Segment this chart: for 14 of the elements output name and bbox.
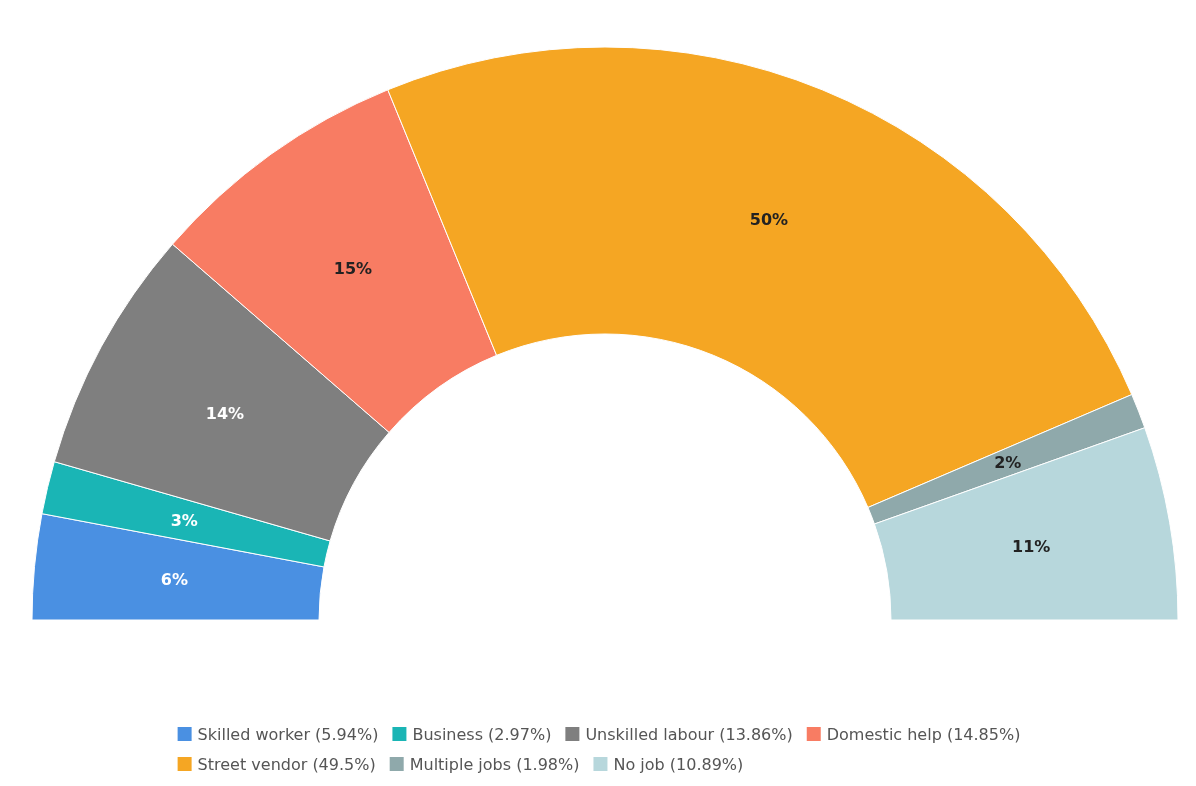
data-label: 11% xyxy=(1012,536,1051,556)
data-label: 15% xyxy=(333,259,373,279)
legend-label: Unskilled labour (13.86%) xyxy=(585,724,793,744)
legend-label: Domestic help (14.85%) xyxy=(826,724,1021,744)
data-label: 3% xyxy=(170,510,198,530)
data-label: 2% xyxy=(994,452,1022,472)
legend-label: Skilled worker (5.94%) xyxy=(197,724,379,744)
legend-label: No job (10.89%) xyxy=(613,754,744,774)
legend-label: Street vendor (49.5%) xyxy=(197,754,376,774)
legend-label: Business (2.97%) xyxy=(412,724,552,744)
legend-label: Multiple jobs (1.98%) xyxy=(409,754,580,774)
data-label: 50% xyxy=(749,210,789,230)
data-label: 6% xyxy=(160,570,188,590)
data-label: 14% xyxy=(205,404,245,424)
